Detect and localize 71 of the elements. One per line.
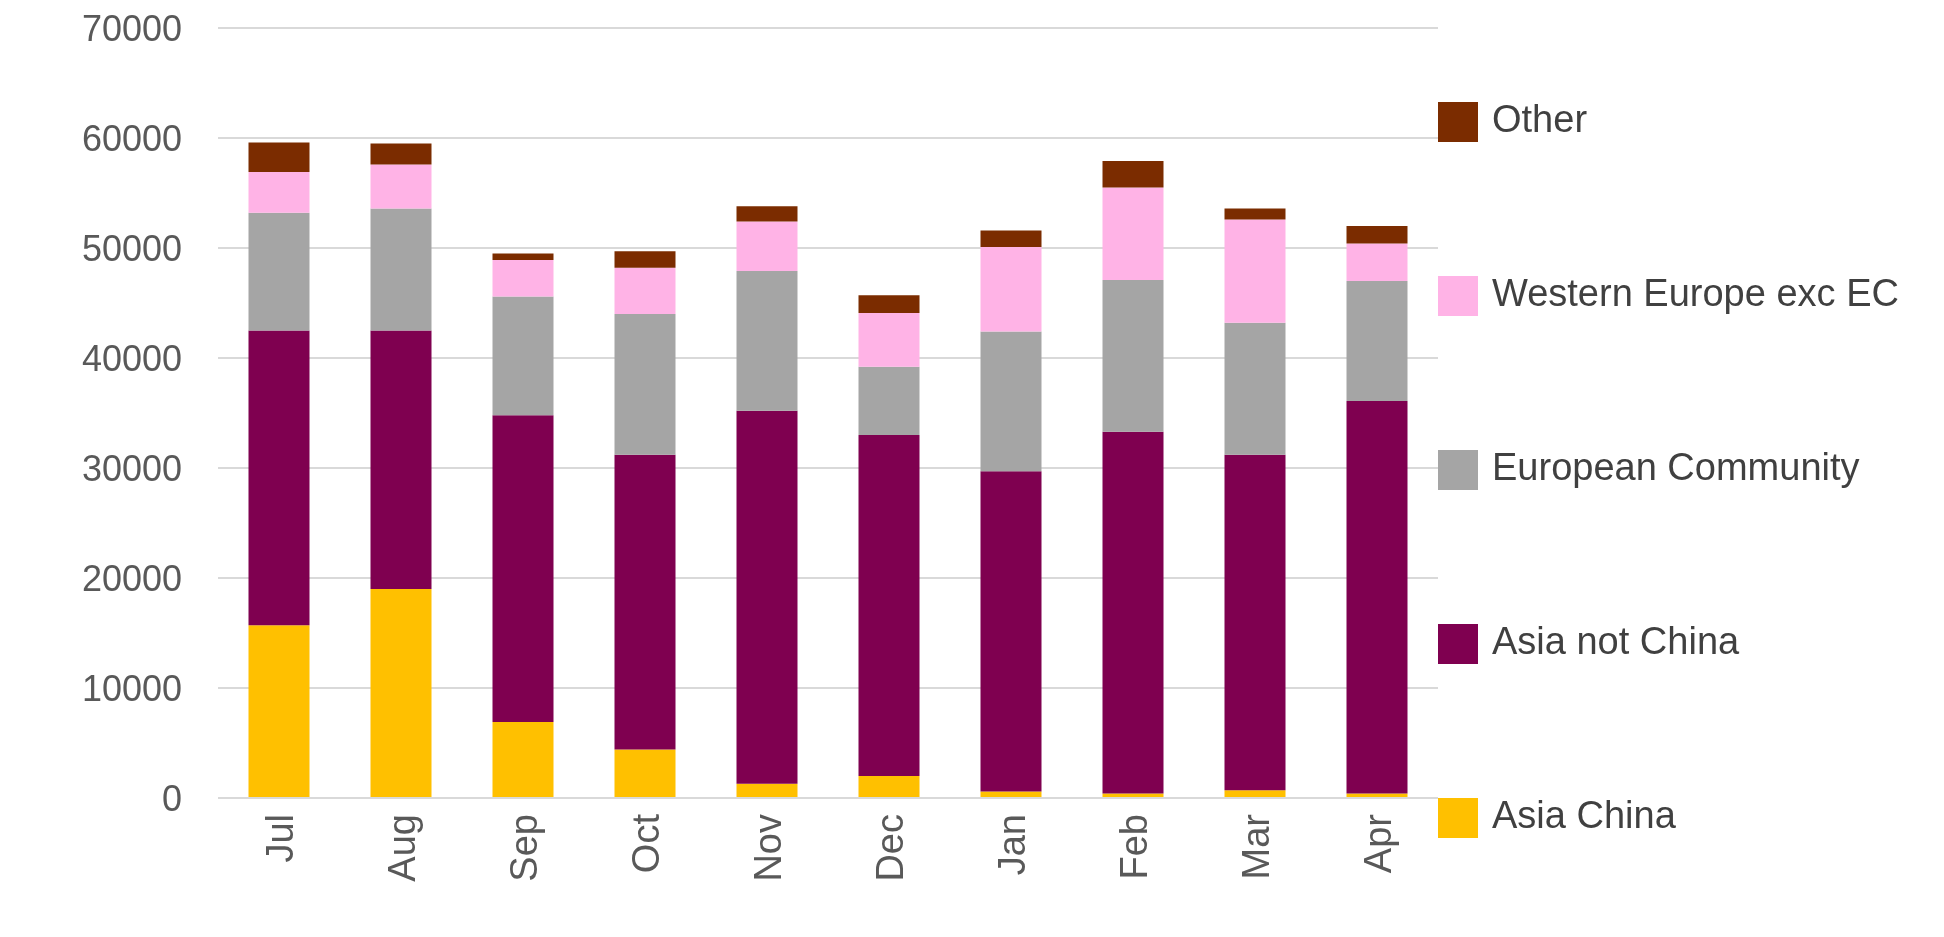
y-tick-label: 40000 xyxy=(81,337,182,379)
bar xyxy=(1102,279,1164,432)
bar xyxy=(1346,226,1408,244)
bar xyxy=(1224,454,1286,791)
bar xyxy=(248,625,310,798)
bar xyxy=(1102,431,1164,794)
x-tick-label: Dec xyxy=(869,814,911,882)
bar xyxy=(736,271,798,411)
bar xyxy=(1224,790,1286,798)
bar xyxy=(492,722,554,798)
bar xyxy=(1102,187,1164,280)
bar xyxy=(858,366,920,435)
bar xyxy=(1224,208,1286,220)
legend-label: Asia not China xyxy=(1492,620,1740,663)
bar xyxy=(736,410,798,784)
bar xyxy=(492,296,554,416)
x-tick-label: Jul xyxy=(259,814,301,863)
bar xyxy=(614,454,676,750)
bar xyxy=(370,208,432,331)
y-tick-label: 60000 xyxy=(81,117,182,159)
legend-label: Asia China xyxy=(1492,794,1676,837)
bar xyxy=(370,330,432,589)
legend-label: Western Europe exc EC xyxy=(1492,272,1899,315)
bar xyxy=(248,142,310,173)
x-tick-label: Oct xyxy=(625,813,667,874)
x-tick-label: Aug xyxy=(381,814,423,882)
bar xyxy=(1224,322,1286,455)
x-tick-label: Nov xyxy=(747,814,789,882)
bar xyxy=(980,246,1042,332)
bar xyxy=(492,415,554,723)
bar xyxy=(1224,219,1286,323)
bar xyxy=(248,330,310,626)
y-tick-label: 20000 xyxy=(81,557,182,599)
y-tick-label: 0 xyxy=(161,777,182,819)
bar xyxy=(736,206,798,222)
y-tick-label: 10000 xyxy=(81,667,182,709)
bar xyxy=(1346,400,1408,794)
bar xyxy=(492,253,554,261)
bar xyxy=(614,749,676,798)
x-tick-label: Feb xyxy=(1113,814,1155,880)
bar xyxy=(858,776,920,798)
legend-label: Other xyxy=(1492,98,1588,141)
bar xyxy=(614,314,676,455)
bar xyxy=(1346,243,1408,281)
bar xyxy=(736,221,798,272)
bar xyxy=(370,164,432,209)
bar xyxy=(858,435,920,776)
y-tick-label: 70000 xyxy=(81,7,182,49)
bar xyxy=(980,331,1042,472)
legend-label: European Community xyxy=(1492,446,1860,489)
x-tick-label: Mar xyxy=(1235,813,1277,880)
bar xyxy=(980,230,1042,247)
bar xyxy=(492,260,554,297)
bar xyxy=(858,312,920,367)
bar xyxy=(980,471,1042,792)
bar xyxy=(248,212,310,331)
y-tick-label: 50000 xyxy=(81,227,182,269)
bar xyxy=(736,783,798,798)
bar xyxy=(1102,161,1164,188)
x-tick-label: Apr xyxy=(1357,813,1399,874)
bar xyxy=(980,791,1042,798)
y-tick-label: 30000 xyxy=(81,447,182,489)
bar xyxy=(1346,281,1408,401)
bar xyxy=(614,267,676,314)
bar xyxy=(614,251,676,268)
bar xyxy=(248,172,310,213)
bar xyxy=(858,295,920,313)
bar xyxy=(370,143,432,165)
x-tick-label: Jan xyxy=(991,814,1033,876)
bar xyxy=(370,589,432,798)
x-tick-label: Sep xyxy=(503,814,545,882)
